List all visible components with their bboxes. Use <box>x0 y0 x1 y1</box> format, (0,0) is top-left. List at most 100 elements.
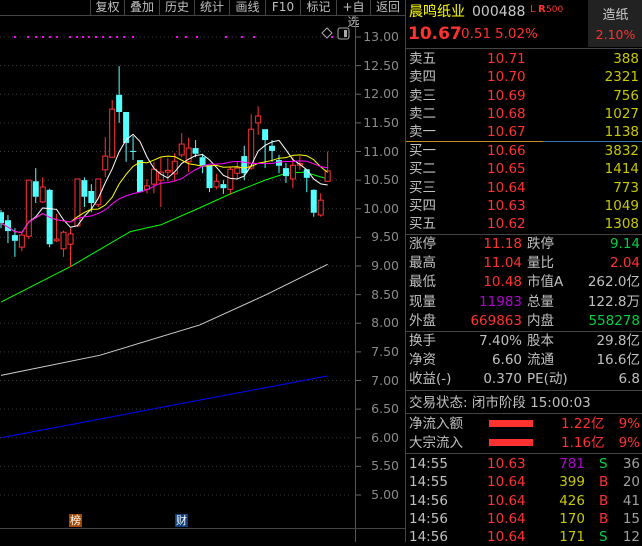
stat-label: 流通 <box>527 352 554 369</box>
tick-time: 14:56 <box>409 529 448 546</box>
level-volume: 1049 <box>604 197 639 214</box>
candle-body <box>67 233 74 245</box>
trade-status: 交易状态: 闭市阶段 15:00:03 <box>406 394 642 412</box>
stat-label: 涨停 <box>409 236 436 252</box>
tick-count: 15 <box>622 510 640 527</box>
panel-toggle-icon-fill <box>344 30 347 37</box>
tick-time: 14:55 <box>409 474 448 491</box>
diamond-icon[interactable] <box>321 27 333 39</box>
buy-level[interactable]: 买三 10.64 773 <box>406 179 642 197</box>
candle-body <box>213 180 220 188</box>
signal-dot <box>185 36 187 38</box>
signal-dot <box>123 36 125 38</box>
divider <box>406 413 642 414</box>
panel-toggle-icon[interactable] <box>337 27 350 40</box>
level-price: 10.71 <box>487 51 526 67</box>
sell-level[interactable]: 卖四 10.70 2321 <box>406 68 642 86</box>
flow-bar <box>489 438 533 446</box>
candle <box>241 145 248 181</box>
stat-value: 11983 <box>479 293 522 310</box>
toolbar-button[interactable]: F10 <box>265 0 300 16</box>
candle <box>25 179 32 240</box>
buy-level[interactable]: 买二 10.65 1414 <box>406 160 642 178</box>
toolbar-button[interactable]: 历史 <box>159 0 194 16</box>
level-label: 卖四 <box>409 69 436 86</box>
price-change: 0.51 <box>461 26 492 42</box>
toolbar-button[interactable]: 画线 <box>229 0 265 16</box>
signal-dot <box>253 36 255 38</box>
kline-chart[interactable]: 13.00 12.50 12.00 11.50 11.00 10.50 10.00 9.50 9… <box>0 16 405 542</box>
candle <box>220 180 227 194</box>
axis-label: 8.50 <box>371 286 399 302</box>
stat-value: 11.18 <box>483 236 522 252</box>
sell-level[interactable]: 卖三 10.69 756 <box>406 87 642 105</box>
signal-dot <box>88 36 90 38</box>
candle <box>123 111 130 162</box>
candle-body <box>241 156 248 174</box>
signal-dot <box>76 36 78 38</box>
cai-marker[interactable]: 财 <box>175 514 188 527</box>
candle <box>178 133 185 158</box>
stat-value: 9.14 <box>609 236 640 252</box>
candle <box>4 215 11 244</box>
stock-code: 000488 <box>472 4 526 20</box>
candle <box>206 165 213 193</box>
level-volume: 773 <box>613 179 639 196</box>
toolbar-button[interactable]: 返回 <box>370 0 405 16</box>
buy-level[interactable]: 买四 10.63 1049 <box>406 197 642 215</box>
candle-body <box>109 108 116 158</box>
tick-volume: 170 <box>559 510 585 527</box>
toolbar-button[interactable]: 叠加 <box>124 0 159 16</box>
book-divider-sell <box>406 141 543 142</box>
chart-toolbar: 复权 叠加 历史 统计 画线 F10 标记 +自选 返回 <box>0 0 405 29</box>
stat-row: 涨停 11.18 跌停 9.14 <box>406 235 642 253</box>
axis-label: 10.50 <box>363 172 399 188</box>
candle <box>53 213 60 242</box>
toolbar-button[interactable]: 统计 <box>194 0 229 16</box>
tick-time: 14:55 <box>409 456 448 472</box>
stat-value: 2.04 <box>609 255 640 272</box>
candle-body <box>324 170 331 182</box>
candle <box>18 232 25 252</box>
candle-body <box>289 164 296 180</box>
stat-label: 换手 <box>409 333 436 349</box>
candle-body <box>53 238 60 242</box>
level-label: 卖二 <box>409 105 436 122</box>
signal-dot <box>69 36 71 38</box>
signal-dot <box>56 36 58 38</box>
level-price: 10.69 <box>487 87 526 104</box>
candle-body <box>255 115 262 124</box>
stat-row: 外盘 669863 内盘 558278 <box>406 312 642 330</box>
buy-level[interactable]: 买五 10.62 1308 <box>406 215 642 233</box>
buy-level[interactable]: 买一 10.66 3832 <box>406 142 642 160</box>
sell-level[interactable]: 卖五 10.71 388 <box>406 50 642 68</box>
tick-price: 10.64 <box>487 529 526 546</box>
signal-dot <box>95 36 97 38</box>
stat-value: 0.370 <box>483 371 522 388</box>
level-price: 10.68 <box>487 105 526 122</box>
stat-label: 现量 <box>409 293 436 310</box>
tick-row: 14:56 10.64 426 B 41 <box>406 492 642 510</box>
toolbar-button[interactable]: 复权 <box>90 0 124 16</box>
candle-body <box>123 111 130 143</box>
sell-level[interactable]: 卖二 10.68 1027 <box>406 105 642 123</box>
stat-label: 最低 <box>409 274 436 291</box>
divider <box>406 48 642 49</box>
candle-body <box>130 150 137 152</box>
bang-marker[interactable]: 榜 <box>69 514 82 527</box>
stat-value: 6.8 <box>618 371 640 388</box>
stat-label: 外盘 <box>409 312 436 329</box>
level-volume: 3832 <box>604 143 639 159</box>
toolbar-button[interactable]: 标记 <box>300 0 336 16</box>
stat-label: 市值A <box>527 274 564 291</box>
sell-level[interactable]: 卖一 10.67 1138 <box>406 123 642 141</box>
candle <box>227 166 234 194</box>
level-volume: 1138 <box>604 124 639 141</box>
ma-long-line <box>0 375 328 439</box>
tick-time: 14:56 <box>409 492 448 509</box>
signal-dot <box>176 36 178 38</box>
candle <box>157 157 164 208</box>
toolbar-button[interactable]: +自选 <box>336 0 370 29</box>
trade-status-text: 交易状态: 闭市阶段 15:00:03 <box>409 395 591 411</box>
sector-box[interactable]: 造纸 2.10% <box>588 0 642 47</box>
